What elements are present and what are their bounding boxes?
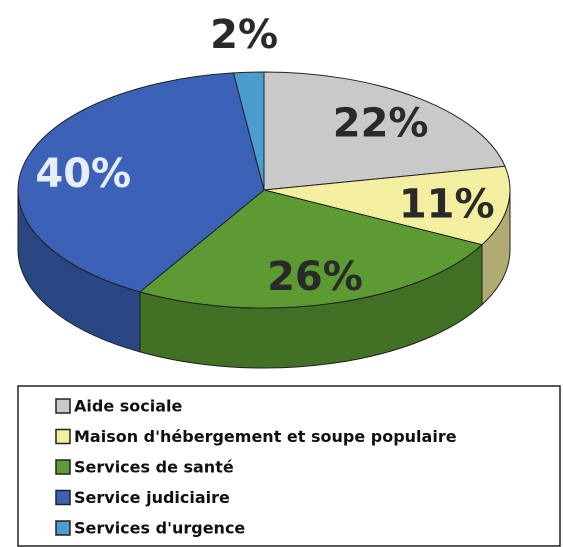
legend-swatch bbox=[55, 489, 71, 506]
legend-label: Services d'urgence bbox=[74, 519, 245, 538]
pie-slice bbox=[17, 72, 265, 293]
data-label: 2% bbox=[210, 12, 278, 58]
legend-label: Services de santé bbox=[74, 458, 234, 477]
legend-swatch bbox=[55, 398, 71, 414]
legend-label: Aide sociale bbox=[74, 397, 183, 416]
data-label: 40% bbox=[35, 151, 131, 197]
pie-slice bbox=[138, 189, 483, 309]
pie-slice bbox=[232, 71, 265, 191]
pie-slice bbox=[263, 71, 506, 191]
legend-label: Service judiciaire bbox=[74, 488, 230, 507]
pie-slice bbox=[263, 165, 511, 246]
legend-swatch bbox=[55, 520, 71, 536]
legend-swatch bbox=[55, 428, 71, 445]
data-label: 26% bbox=[267, 254, 363, 300]
data-label: 11% bbox=[399, 181, 495, 227]
legend-box bbox=[17, 385, 561, 547]
data-label: 22% bbox=[333, 100, 429, 146]
legend-label: Maison d'hébergement et soupe populaire bbox=[74, 427, 457, 446]
legend-swatch bbox=[55, 459, 71, 475]
